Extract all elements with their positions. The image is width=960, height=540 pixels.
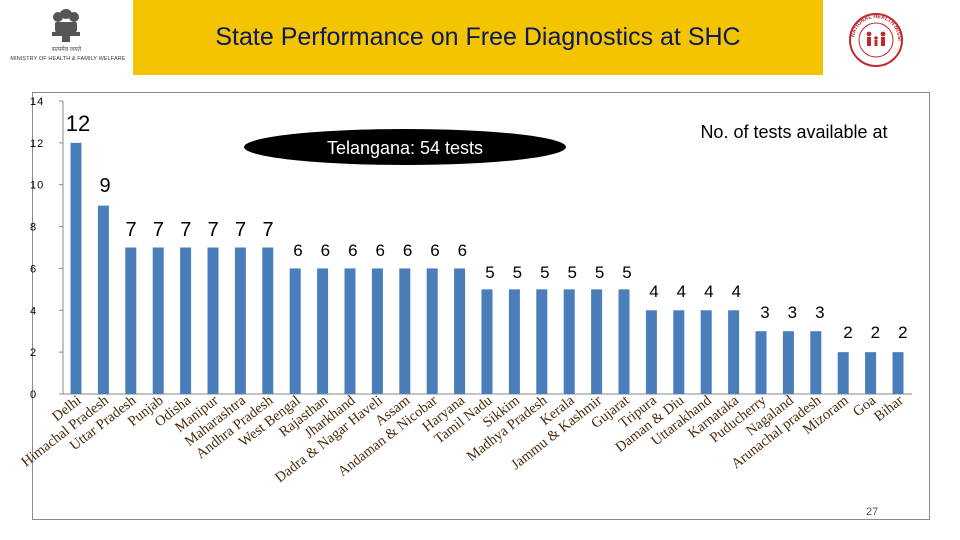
bar [454,268,466,394]
value-label: 5 [595,263,604,282]
annotation-heading: No. of tests available at [700,122,887,142]
value-label: 4 [677,282,686,301]
bar [810,331,822,394]
emblem-block: सत्यमेव जयते MINISTRY OF HEALTH & FAMILY… [0,0,133,75]
value-label: 4 [704,282,713,301]
value-label: 2 [898,323,907,342]
value-label: 7 [125,219,136,241]
national-emblem-icon [52,9,80,42]
value-label: 3 [815,303,824,322]
bar [673,310,685,394]
bar [234,247,246,394]
bar [700,310,712,394]
value-label: 7 [208,219,219,241]
bar [317,268,329,394]
header-band [133,0,823,75]
bar [892,352,904,394]
value-label: 7 [262,219,273,241]
bar [262,247,274,394]
value-label: 6 [348,241,357,260]
bar [865,352,877,394]
bar [837,352,849,394]
value-label: 2 [843,323,852,342]
value-label: 6 [430,241,439,260]
bar [755,331,767,394]
y-tick-label: 10 [30,180,44,192]
y-tick-label: 14 [30,96,44,108]
value-label: 5 [485,263,494,282]
value-label: 6 [458,241,467,260]
value-label: 7 [153,219,164,241]
value-label: 3 [760,303,769,322]
value-label: 5 [622,263,631,282]
bar [782,331,794,394]
bar [97,205,109,394]
value-label: 5 [540,263,549,282]
value-label: 12 [66,111,90,136]
emblem-caption-hindi: सत्यमेव जयते [51,47,82,53]
bar [508,289,520,394]
bar [481,289,493,394]
value-label: 6 [293,241,302,260]
bar [371,268,383,394]
y-tick-label: 0 [30,389,37,401]
y-tick-label: 8 [30,222,37,234]
value-label: 6 [375,241,384,260]
x-tick-label: Bihar [871,392,906,425]
callout-text: Telangana: 54 tests [327,138,483,158]
value-label: 7 [235,219,246,241]
value-label: 4 [731,282,740,301]
value-label: 3 [788,303,797,322]
page-number: 27 [866,506,879,518]
bar [618,289,630,394]
y-tick-label: 2 [30,347,37,359]
y-tick-label: 4 [30,305,37,317]
bar [125,247,137,394]
value-label: 4 [649,282,658,301]
value-label: 6 [403,241,412,260]
bar [426,268,438,394]
bar [289,268,301,394]
value-label: 5 [513,263,522,282]
bar [207,247,219,394]
chart-frame [32,92,930,520]
bar [70,142,82,394]
value-label: 7 [180,219,191,241]
bar [536,289,548,394]
value-label: 2 [871,323,880,342]
bar [645,310,657,394]
ministry-caption: MINISTRY OF HEALTH & FAMILY WELFARE [10,56,126,62]
y-tick-label: 12 [30,138,44,150]
bar [399,268,411,394]
bars [70,142,904,394]
value-label: 9 [99,175,110,197]
value-label: 5 [567,263,576,282]
bar [591,289,603,394]
bar [563,289,575,394]
nhm-logo-icon: NATIONAL HEALTH MISSION [836,6,903,67]
bar [728,310,740,394]
page-title: State Performance on Free Diagnostics at… [215,23,741,51]
callout-ellipse [244,129,566,165]
value-label: 6 [321,241,330,260]
bar [180,247,192,394]
bar [152,247,164,394]
bar [344,268,356,394]
y-tick-label: 6 [30,263,37,275]
